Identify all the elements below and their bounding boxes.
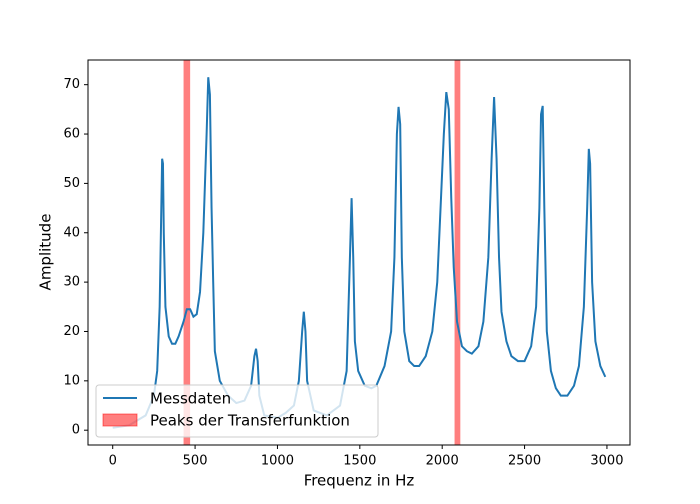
x-tick-label: 2500 — [508, 454, 541, 469]
legend-box — [95, 384, 379, 438]
y-tick-label: 50 — [63, 176, 80, 191]
x-tick-label: 500 — [183, 454, 208, 469]
y-axis-label: Amplitude — [37, 214, 55, 291]
y-tick-label: 10 — [63, 373, 80, 388]
y-tick-label: 70 — [63, 77, 80, 92]
y-tick-label: 40 — [63, 225, 80, 240]
span — [183, 60, 191, 445]
x-tick-label: 1000 — [261, 454, 294, 469]
axes-frame — [87, 59, 631, 446]
y-tick-label: 20 — [63, 324, 80, 339]
y-tick-label: 30 — [63, 275, 80, 290]
y-tick-label: 60 — [63, 127, 80, 142]
legend: Messdaten Peaks der Transferfunktion — [95, 384, 379, 438]
x-tick-label: 3000 — [590, 454, 623, 469]
y-tick-label: 0 — [72, 423, 80, 438]
x-tick-label: 2000 — [426, 454, 459, 469]
x-tick-label: 0 — [109, 454, 117, 469]
legend-patch — [102, 413, 138, 427]
x-axis-label: Frequenz in Hz — [304, 472, 415, 490]
legend-label: Messdaten — [150, 390, 231, 408]
x-tick-label: 1500 — [343, 454, 376, 469]
span — [454, 60, 461, 445]
legend-label: Peaks der Transferfunktion — [150, 412, 350, 430]
